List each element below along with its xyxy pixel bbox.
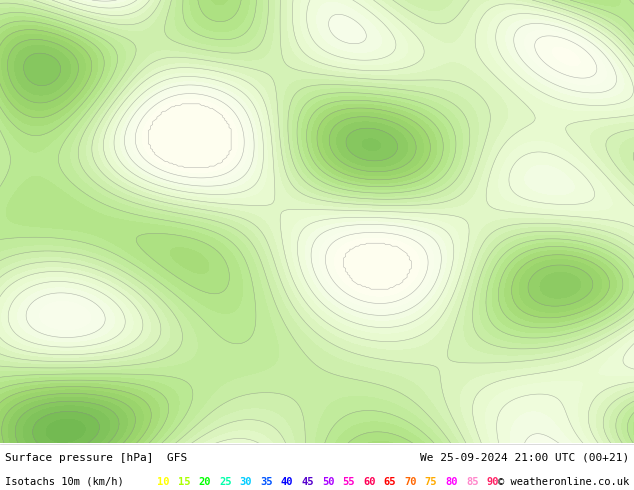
Text: Surface pressure [hPa]  GFS: Surface pressure [hPa] GFS	[5, 453, 187, 463]
Text: 85: 85	[466, 477, 479, 487]
Text: 75: 75	[425, 477, 437, 487]
Text: 15: 15	[178, 477, 190, 487]
Text: 30: 30	[240, 477, 252, 487]
Text: 70: 70	[404, 477, 417, 487]
Text: © weatheronline.co.uk: © weatheronline.co.uk	[498, 477, 629, 487]
Text: 55: 55	[342, 477, 355, 487]
Text: We 25-09-2024 21:00 UTC (00+21): We 25-09-2024 21:00 UTC (00+21)	[420, 453, 629, 463]
Text: 10: 10	[157, 477, 170, 487]
Text: 25: 25	[219, 477, 231, 487]
Text: 80: 80	[446, 477, 458, 487]
Text: 90: 90	[487, 477, 499, 487]
Text: 50: 50	[322, 477, 334, 487]
Text: 45: 45	[301, 477, 314, 487]
Text: 35: 35	[260, 477, 273, 487]
Text: Isotachs 10m (km/h): Isotachs 10m (km/h)	[5, 477, 124, 487]
Text: 40: 40	[281, 477, 294, 487]
Text: 65: 65	[384, 477, 396, 487]
Text: 20: 20	[198, 477, 211, 487]
Text: 60: 60	[363, 477, 375, 487]
